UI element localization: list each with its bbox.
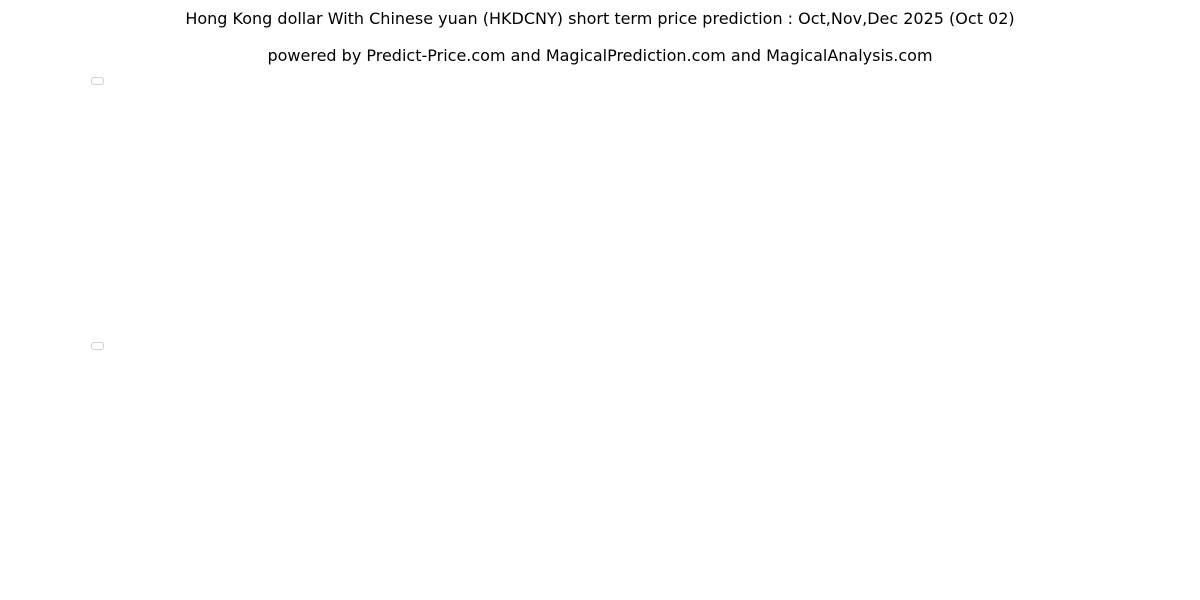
chart-title: Hong Kong dollar With Chinese yuan (HKDC… xyxy=(185,9,1015,28)
legend-top xyxy=(91,77,104,85)
legend-bottom xyxy=(91,342,104,350)
chart-subtitle: powered by Predict-Price.com and Magical… xyxy=(267,46,933,65)
